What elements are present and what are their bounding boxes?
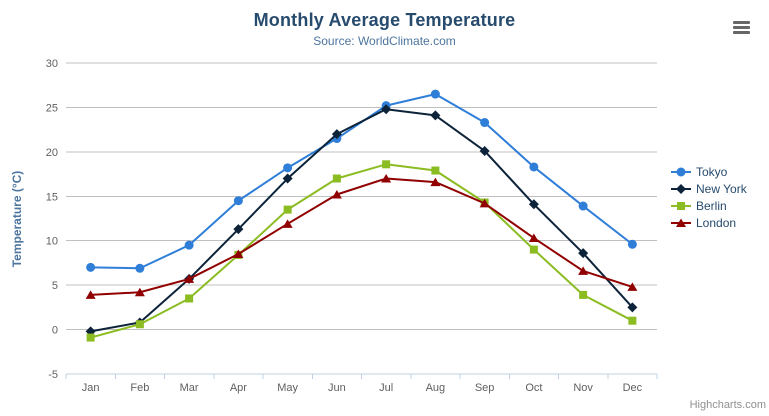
- y-tick-label: 5: [52, 280, 58, 292]
- series-line-berlin: [90, 163, 633, 339]
- data-point-marker[interactable]: [677, 201, 685, 210]
- data-point-marker[interactable]: [627, 282, 638, 291]
- data-point-marker[interactable]: [283, 163, 293, 173]
- diamond-series-marker-icon: [671, 183, 691, 194]
- legend-item-new-york[interactable]: New York: [671, 180, 747, 197]
- data-point-marker[interactable]: [135, 320, 144, 329]
- data-point-marker[interactable]: [430, 110, 441, 121]
- data-point-marker[interactable]: [332, 174, 341, 183]
- series-line-london: [90, 177, 633, 296]
- data-point-marker[interactable]: [381, 174, 392, 183]
- legend-item-label: New York: [696, 181, 747, 196]
- y-tick-label: 20: [46, 147, 58, 159]
- chart-subtitle: Source: WorldClimate.com: [313, 34, 456, 48]
- data-point-marker[interactable]: [331, 190, 342, 199]
- legend-item-label: Tokyo: [696, 164, 728, 179]
- series-line-tokyo: [90, 93, 633, 270]
- data-point-marker[interactable]: [676, 167, 686, 176]
- legend-item-label: Berlin: [696, 198, 727, 213]
- x-tick-label: Oct: [525, 382, 542, 394]
- data-point-marker[interactable]: [628, 316, 637, 325]
- data-point-marker[interactable]: [135, 263, 145, 273]
- square-series-marker-icon: [671, 201, 691, 210]
- data-point-marker[interactable]: [283, 205, 292, 214]
- data-point-marker[interactable]: [578, 201, 588, 211]
- data-point-marker[interactable]: [430, 89, 440, 99]
- y-tick-label: 25: [46, 102, 58, 114]
- data-point-marker[interactable]: [578, 266, 589, 275]
- data-point-marker[interactable]: [185, 294, 194, 303]
- x-tick-label: Jun: [328, 382, 346, 394]
- series-line-new-york: [90, 108, 634, 333]
- x-tick-label: Feb: [130, 382, 149, 394]
- x-tick-label: Sep: [475, 382, 495, 394]
- data-point-marker[interactable]: [282, 173, 293, 184]
- hamburger-icon: [733, 31, 750, 34]
- data-point-marker[interactable]: [184, 240, 194, 250]
- data-point-marker[interactable]: [627, 239, 637, 249]
- x-tick-label: Apr: [230, 382, 247, 394]
- legend-item-label: London: [696, 215, 737, 230]
- data-point-marker[interactable]: [578, 248, 589, 259]
- data-point-marker[interactable]: [331, 129, 342, 140]
- y-tick-label: 0: [52, 325, 58, 337]
- data-point-marker[interactable]: [479, 145, 490, 156]
- data-point-marker[interactable]: [86, 333, 95, 342]
- x-tick-label: Nov: [573, 382, 593, 394]
- data-point-marker[interactable]: [529, 162, 539, 172]
- data-point-marker[interactable]: [627, 302, 638, 313]
- data-point-marker[interactable]: [86, 262, 96, 272]
- legend-item-berlin[interactable]: Berlin: [671, 197, 747, 214]
- data-point-marker[interactable]: [233, 196, 243, 206]
- credits-link[interactable]: Highcharts.com: [689, 399, 766, 411]
- data-point-marker[interactable]: [184, 274, 195, 283]
- data-point-marker[interactable]: [233, 224, 244, 235]
- x-tick-label: Jul: [379, 382, 393, 394]
- y-tick-label: 30: [46, 58, 58, 70]
- data-point-marker[interactable]: [528, 233, 539, 243]
- data-point-marker[interactable]: [430, 177, 441, 187]
- data-point-marker[interactable]: [282, 219, 293, 228]
- data-point-marker[interactable]: [233, 249, 244, 259]
- triangle-series-marker-icon: [671, 218, 691, 227]
- data-point-marker[interactable]: [479, 198, 490, 208]
- hamburger-icon: [733, 21, 750, 24]
- y-tick-label: 15: [46, 191, 58, 203]
- legend-item-tokyo[interactable]: Tokyo: [671, 163, 747, 180]
- chart-title: Monthly Average Temperature: [253, 10, 516, 30]
- data-point-marker[interactable]: [579, 290, 588, 299]
- x-tick-label: Aug: [426, 382, 446, 394]
- y-tick-label: -5: [48, 369, 58, 381]
- y-tick-label: 10: [46, 236, 58, 248]
- circle-series-marker-icon: [671, 167, 691, 176]
- data-point-marker[interactable]: [134, 287, 145, 297]
- data-point-marker[interactable]: [381, 104, 392, 115]
- data-point-marker[interactable]: [676, 218, 686, 227]
- x-tick-label: Mar: [180, 382, 199, 394]
- data-point-marker[interactable]: [431, 166, 440, 175]
- hamburger-icon: [733, 26, 750, 29]
- data-point-marker[interactable]: [529, 245, 538, 254]
- x-tick-label: Jan: [82, 382, 100, 394]
- data-point-marker[interactable]: [528, 199, 539, 210]
- x-tick-label: May: [277, 382, 298, 394]
- legend: Tokyo New York Berlin London: [671, 163, 747, 231]
- data-point-marker[interactable]: [85, 290, 96, 299]
- data-point-marker[interactable]: [382, 160, 391, 169]
- data-point-marker[interactable]: [480, 118, 490, 128]
- data-point-marker[interactable]: [676, 183, 686, 194]
- export-menu-button[interactable]: [733, 21, 750, 34]
- x-tick-label: Dec: [623, 382, 643, 394]
- legend-item-london[interactable]: London: [671, 214, 747, 231]
